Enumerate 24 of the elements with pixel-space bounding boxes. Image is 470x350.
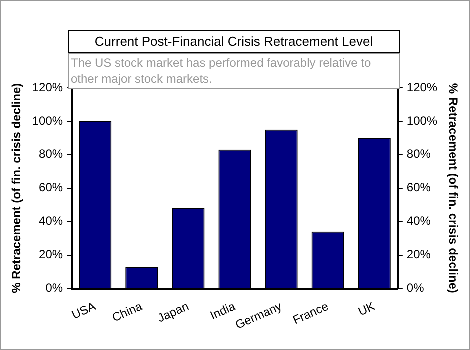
y-tick-label: 120% [32, 80, 64, 94]
y2-axis-title: % Retracement (of fin. crisis decline) [446, 83, 460, 294]
x-tick-label: France [290, 299, 331, 328]
y-tick-label: 0% [46, 281, 64, 296]
y-tick-label: 40% [39, 214, 64, 228]
x-tick-label: UK [356, 299, 378, 319]
y-axis-title: % Retracement (of fin. crisis decline) [10, 83, 24, 294]
y-tick-label: 60% [39, 180, 64, 195]
y2-tick-label: 100% [406, 114, 438, 128]
y2-tick-label: 120% [406, 80, 438, 94]
y2-tick-label: 40% [406, 214, 432, 228]
chart-title: Current Post-Financial Crisis Retracement Level [68, 30, 400, 53]
x-tick-label: USA [70, 299, 98, 322]
y2-tick-label: 60% [406, 180, 432, 195]
x-tick-label: Japan [155, 299, 192, 326]
y2-tick-label: 20% [406, 248, 432, 262]
y-tick-label: 100% [32, 114, 64, 128]
y-tick-label: 80% [39, 147, 64, 162]
x-tick-label: India [208, 299, 238, 323]
y2-tick-label: 0% [406, 281, 425, 296]
text: The US stock market has performed favorably relative to other major stock markets. [68, 53, 400, 89]
y-tick-label: 20% [39, 248, 64, 262]
x-tick-label: China [110, 299, 145, 325]
y2-tick-label: 80% [406, 147, 432, 162]
